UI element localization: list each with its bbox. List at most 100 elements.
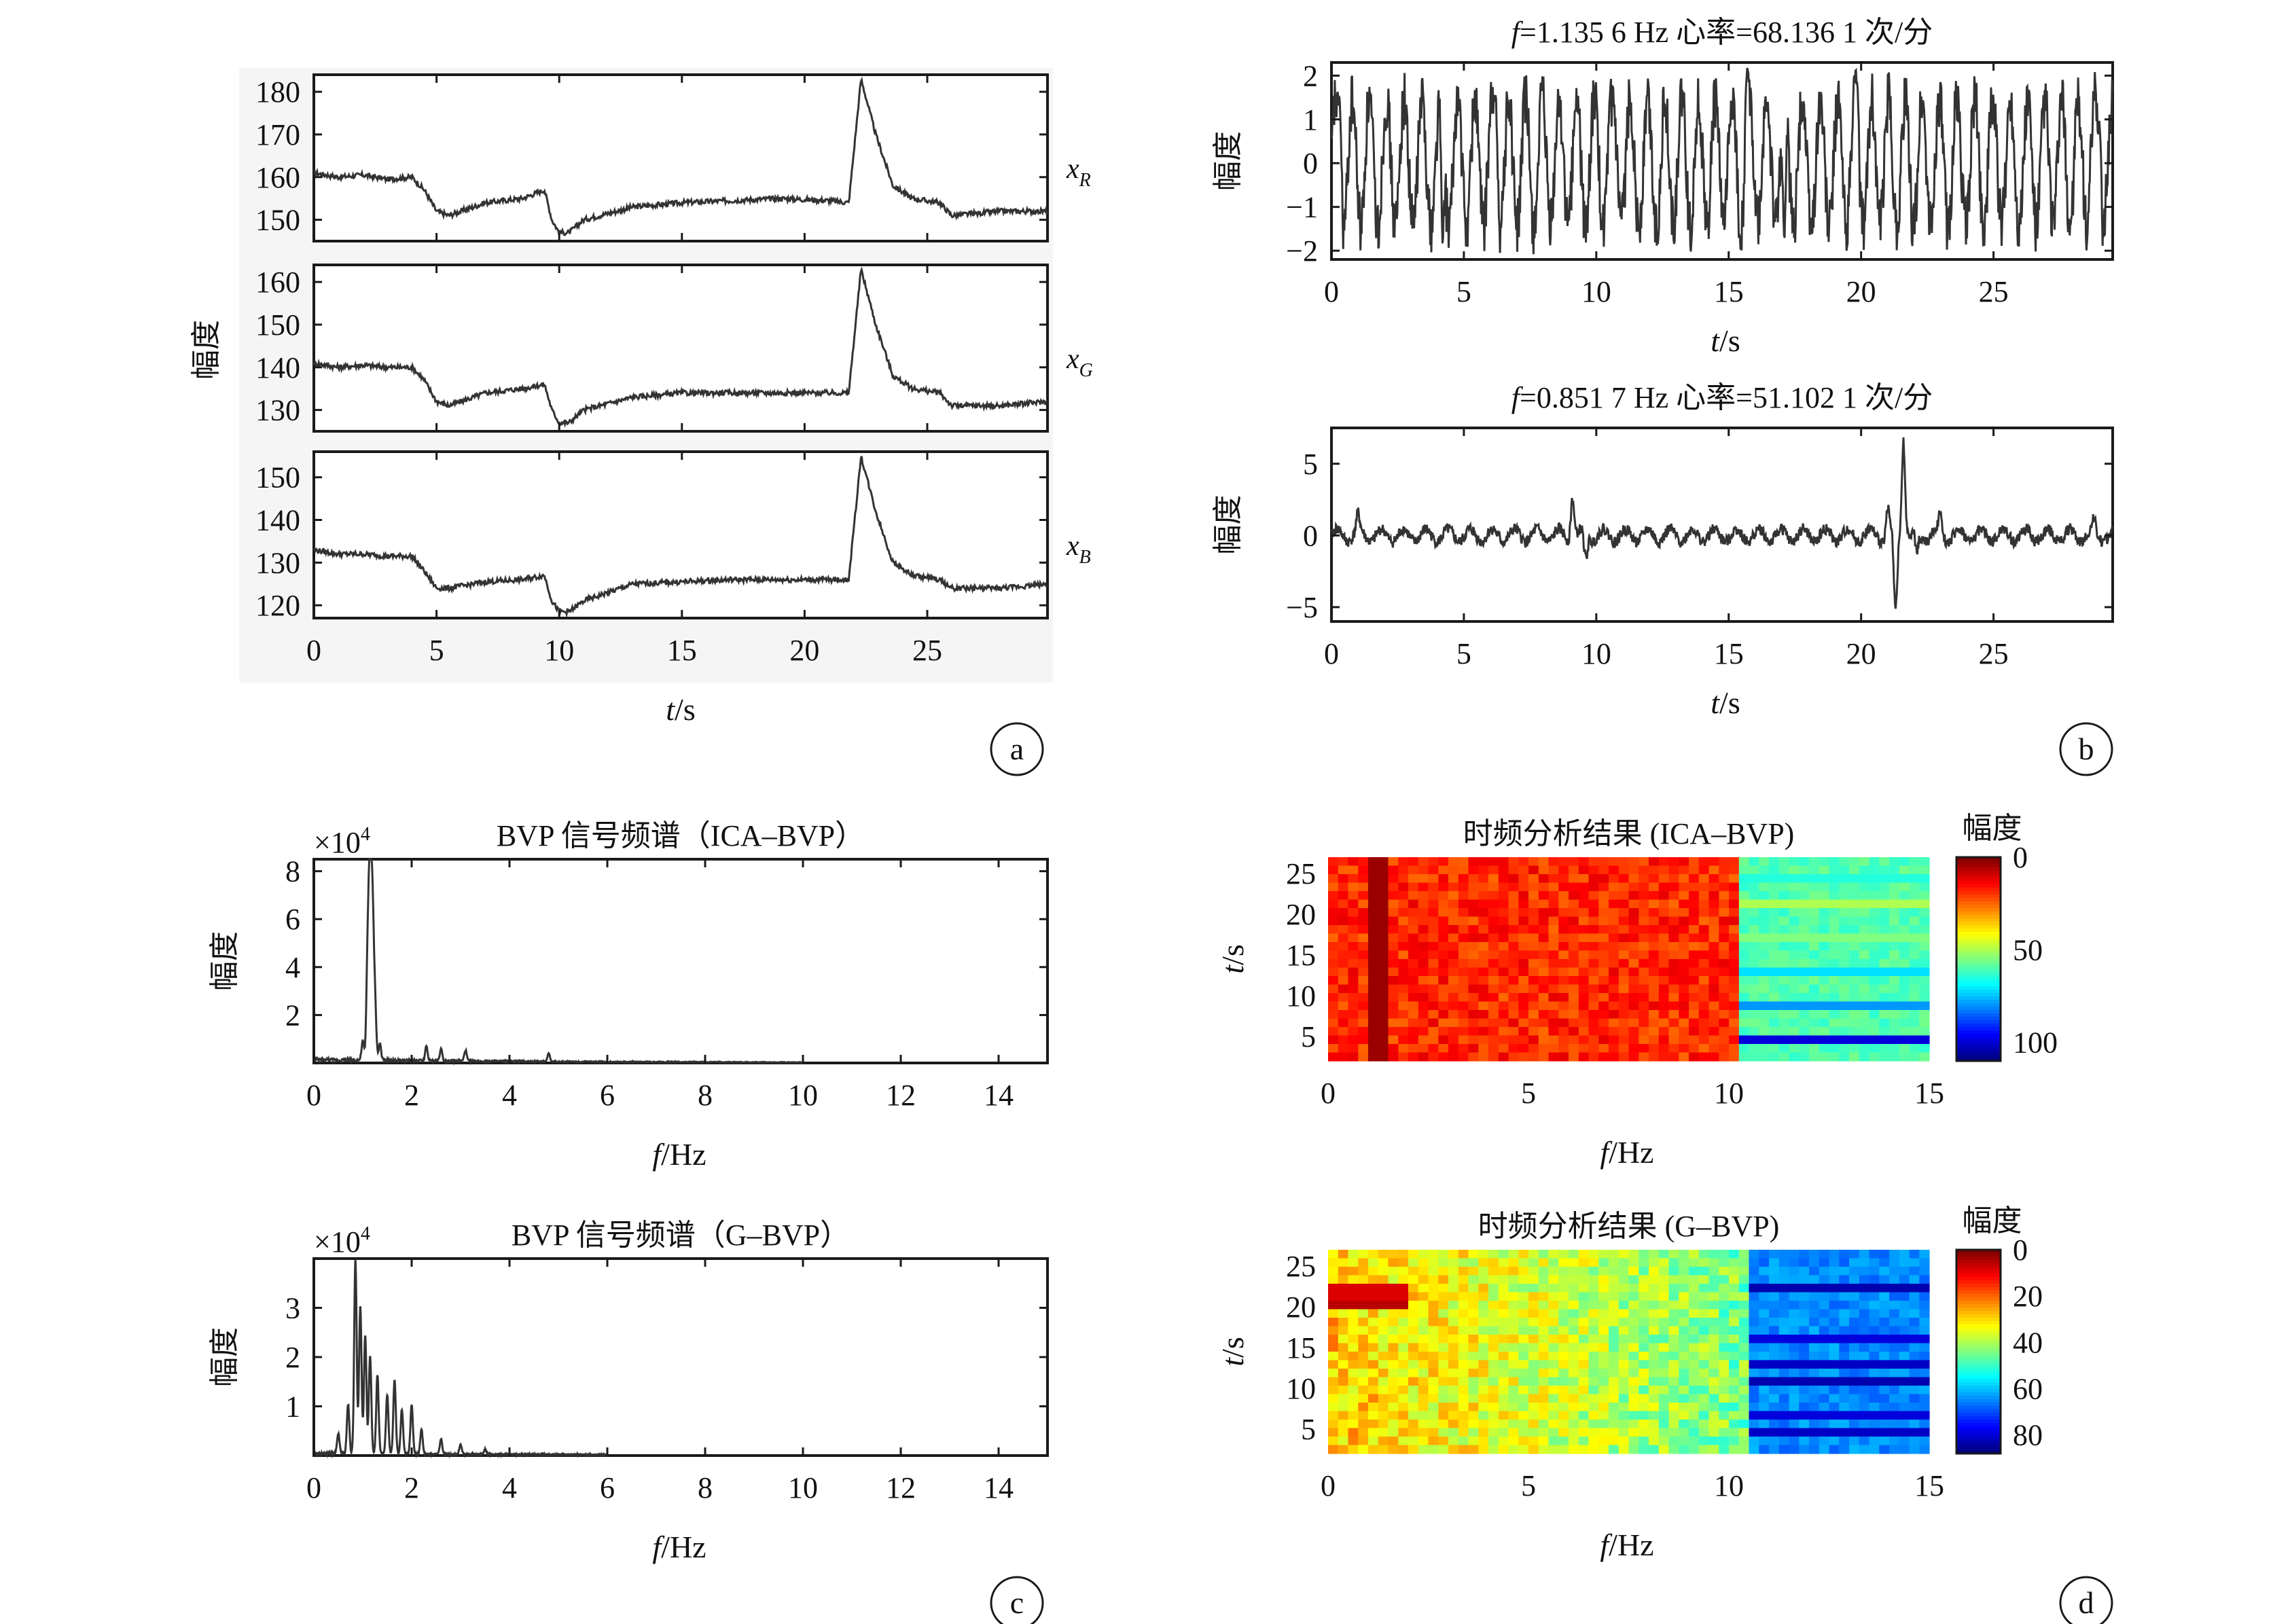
heatmap-cell — [1358, 1001, 1369, 1011]
heatmap-cell — [1679, 1052, 1689, 1062]
heatmap-cell — [1569, 1010, 1579, 1019]
heatmap-cell — [1438, 865, 1449, 875]
heatmap-cell — [1809, 925, 1820, 935]
heatmap-cell — [1708, 976, 1719, 986]
heatmap-cell — [1708, 933, 1719, 943]
heatmap-cell — [1518, 1284, 1529, 1293]
heatmap-cell — [1719, 1326, 1730, 1335]
heatmap-cell — [1448, 959, 1459, 969]
heatmap-cell — [1909, 1437, 1920, 1446]
heatmap-cell — [1408, 967, 1419, 977]
heatmap-cell — [1719, 1267, 1730, 1276]
heatmap-cell — [1849, 1326, 1860, 1335]
heatmap-cell — [1448, 882, 1459, 892]
heatmap-cell — [1628, 916, 1639, 926]
heatmap-cell — [1899, 1301, 1910, 1310]
heatmap-cell — [1668, 1027, 1679, 1036]
heatmap-cell — [1738, 1052, 1750, 1062]
heatmap-cell — [1398, 1386, 1409, 1395]
heatmap-cell — [1478, 1044, 1489, 1053]
c1-ytick-label-8: 8 — [285, 855, 300, 888]
heatmap-cell — [1348, 1018, 1359, 1028]
heatmap-cell — [1388, 874, 1399, 884]
heatmap-cell — [1438, 1018, 1449, 1028]
heatmap-cell — [1859, 984, 1870, 994]
heatmap-cell — [1498, 967, 1509, 977]
heatmap-cell — [1328, 1301, 1339, 1310]
heatmap-cell — [1708, 1335, 1719, 1344]
heatmap-cell — [1819, 942, 1830, 952]
heatmap-cell — [1598, 959, 1609, 969]
colorbar-segment — [1956, 986, 2001, 990]
heatmap-cell — [1508, 933, 1519, 943]
heatmap-cell — [1679, 899, 1689, 909]
heatmap-cell — [1919, 908, 1930, 918]
heatmap-cell — [1478, 1369, 1489, 1378]
heatmap-cell — [1759, 976, 1770, 986]
heatmap-cell — [1618, 1318, 1630, 1327]
heatmap-cell — [1889, 976, 1900, 986]
heatmap-cell — [1679, 976, 1689, 986]
heatmap-cell — [1528, 916, 1539, 926]
heatmap-cell — [1438, 1001, 1449, 1011]
heatmap-cell — [1859, 1044, 1870, 1053]
heatmap-cell — [1408, 857, 1419, 867]
heatmap-cell — [1588, 1411, 1599, 1420]
heatmap-cell — [1478, 1394, 1489, 1403]
heatmap-cell — [1789, 1360, 1800, 1369]
heatmap-cell — [1408, 1284, 1419, 1293]
heatmap-cell — [1558, 925, 1569, 935]
heatmap-cell — [1769, 1284, 1780, 1293]
heatmap-cell — [1698, 984, 1710, 994]
heatmap-cell — [1769, 891, 1780, 901]
heatmap-cell — [1338, 984, 1349, 994]
heatmap-cell — [1769, 925, 1780, 935]
heatmap-cell — [1478, 1309, 1489, 1318]
heatmap-cell — [1899, 1044, 1910, 1053]
heatmap-cell — [1759, 916, 1770, 926]
heatmap-cell — [1689, 967, 1700, 977]
heatmap-cell — [1598, 1369, 1609, 1378]
colorbar-segment — [1956, 888, 2001, 892]
heatmap-cell — [1398, 950, 1409, 960]
heatmap-cell — [1899, 976, 1910, 986]
heatmap-cell — [1518, 891, 1529, 901]
heatmap-cell — [1628, 1301, 1639, 1310]
heatmap-cell — [1859, 1258, 1870, 1267]
heatmap-cell — [1458, 1267, 1469, 1276]
heatmap-cell — [1679, 959, 1689, 969]
heatmap-cell — [1518, 1309, 1529, 1318]
heatmap-cell — [1388, 1275, 1399, 1284]
heatmap-cell — [1478, 1052, 1489, 1062]
heatmap-cell — [1649, 882, 1660, 892]
heatmap-cell — [1468, 1001, 1479, 1011]
heatmap-cell — [1698, 891, 1710, 901]
heatmap-cell — [1889, 1437, 1900, 1446]
heatmap-cell — [1628, 865, 1639, 875]
heatmap-cell — [1899, 1258, 1910, 1267]
heatmap-cell — [1689, 1420, 1700, 1429]
heatmap-cell — [1869, 1035, 1880, 1045]
colorbar-segment — [1956, 1338, 2001, 1342]
heatmap-cell — [1609, 1035, 1619, 1045]
heatmap-cell — [1598, 1044, 1609, 1053]
heatmap-cell — [1548, 1386, 1559, 1395]
heatmap-cell — [1738, 1394, 1750, 1403]
heatmap-cell — [1729, 1001, 1740, 1011]
heatmap-cell — [1869, 959, 1880, 969]
heatmap-cell — [1749, 1343, 1759, 1352]
heatmap-cell — [1668, 1035, 1679, 1045]
heatmap-cell — [1598, 942, 1609, 952]
heatmap-cell — [1398, 1267, 1409, 1276]
panel-b-frame-2 — [1330, 427, 2114, 623]
heatmap-cell — [1639, 1052, 1649, 1062]
heatmap-cell — [1749, 1403, 1759, 1412]
colorbar-segment — [1956, 996, 2001, 1000]
heatmap-cell — [1609, 899, 1619, 909]
heatmap-cell — [1448, 950, 1459, 960]
heatmap-cell — [1618, 865, 1630, 875]
heatmap-cell — [1919, 1437, 1930, 1446]
heatmap-cell — [1578, 874, 1590, 884]
heatmap-cell — [1769, 950, 1780, 960]
heatmap-cell — [1849, 1394, 1860, 1403]
